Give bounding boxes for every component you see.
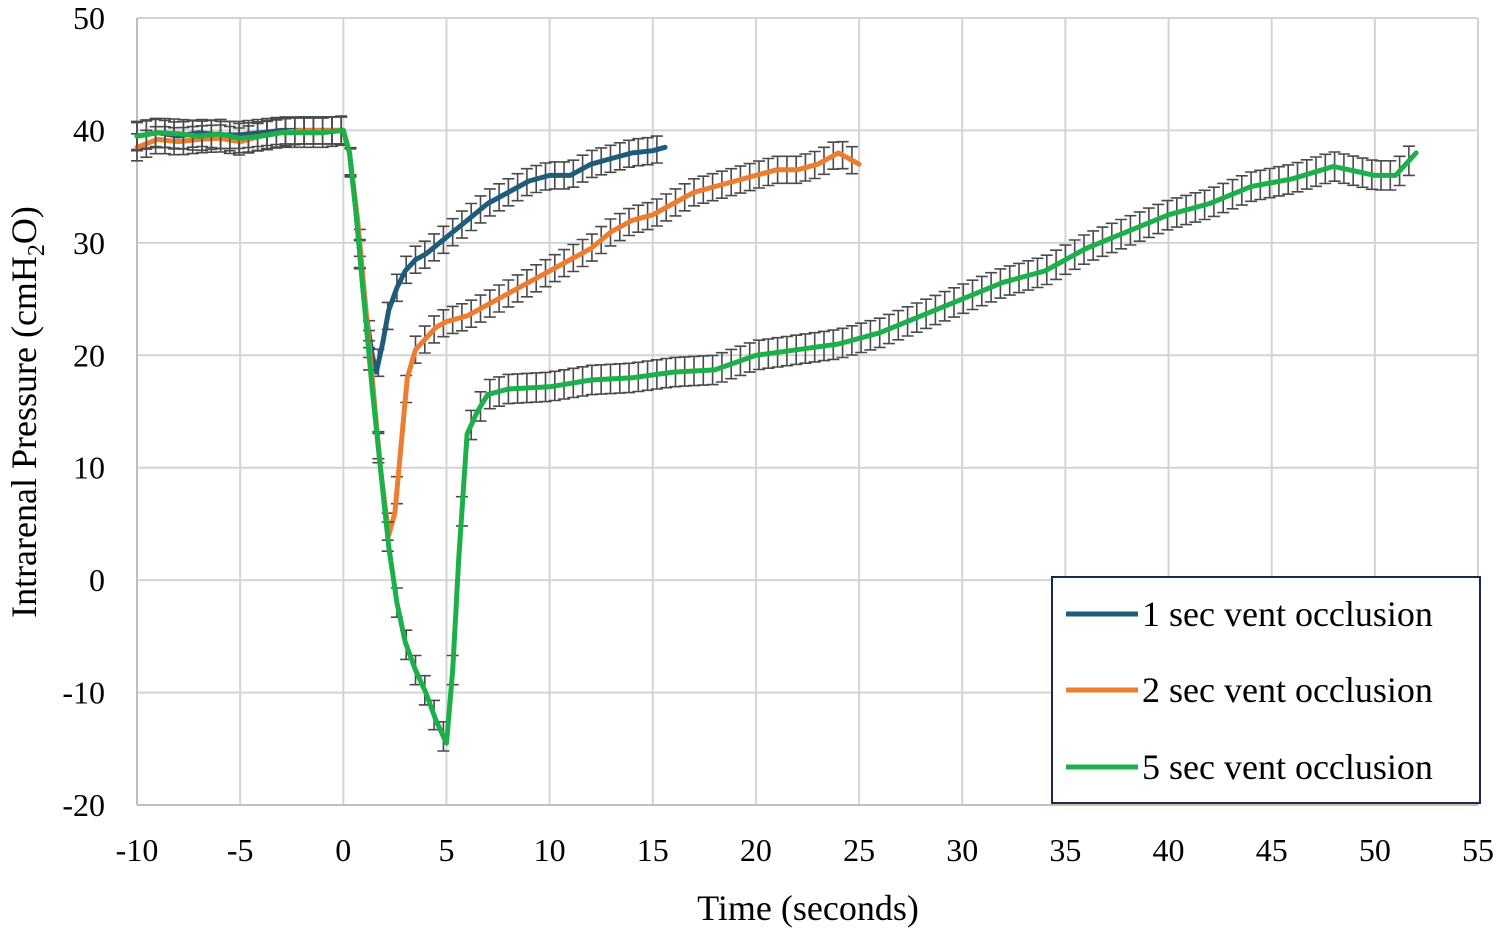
- legend-label-1: 1 sec vent occlusion: [1142, 594, 1433, 634]
- legend-label-2: 2 sec vent occlusion: [1142, 670, 1433, 710]
- x-tick-label: 35: [1049, 832, 1081, 868]
- y-tick-label: 50: [73, 0, 105, 36]
- x-tick-label: 10: [534, 832, 566, 868]
- x-tick-label: 0: [335, 832, 351, 868]
- y-tick-label: 40: [73, 112, 105, 148]
- x-tick-label: 55: [1462, 832, 1494, 868]
- legend-label-3: 5 sec vent occlusion: [1142, 747, 1433, 787]
- series-3-line: [134, 127, 1419, 746]
- series-3: [131, 115, 1419, 752]
- y-axis-title-subscript: 2: [24, 244, 50, 256]
- x-tick-label: 40: [1153, 832, 1185, 868]
- tick-labels: -10 -5 0 5 10 15 20 25 30 35 40 45 50 55 -20 -10 0 10 20 30…: [62, 0, 1494, 868]
- series-1: [131, 116, 668, 378]
- x-tick-label: -5: [227, 832, 254, 868]
- y-tick-label: -10: [62, 675, 105, 711]
- x-tick-label: 30: [946, 832, 978, 868]
- y-axis-title-part-1: Intrarenal Pressure (cmH: [4, 256, 44, 618]
- x-tick-label: -10: [116, 832, 159, 868]
- x-tick-label: 15: [637, 832, 669, 868]
- x-tick-label: 50: [1359, 832, 1391, 868]
- series: [131, 115, 1419, 752]
- x-tick-label: 5: [438, 832, 454, 868]
- y-tick-label: 0: [89, 562, 105, 598]
- y-axis-title-part-2: O): [4, 206, 44, 244]
- x-tick-label: 25: [843, 832, 875, 868]
- x-tick-label: 45: [1256, 832, 1288, 868]
- series-1-line: [134, 127, 668, 375]
- y-tick-label: 30: [73, 225, 105, 261]
- x-axis-title: Time (seconds): [697, 888, 919, 928]
- x-tick-label: 20: [740, 832, 772, 868]
- y-tick-label: 20: [73, 337, 105, 373]
- y-tick-label: 10: [73, 450, 105, 486]
- y-tick-label: -20: [62, 787, 105, 823]
- y-axis-title: Intrarenal Pressure (cmH2O): [4, 206, 50, 618]
- legend: 1 sec vent occlusion 2 sec vent occlusio…: [1051, 576, 1481, 804]
